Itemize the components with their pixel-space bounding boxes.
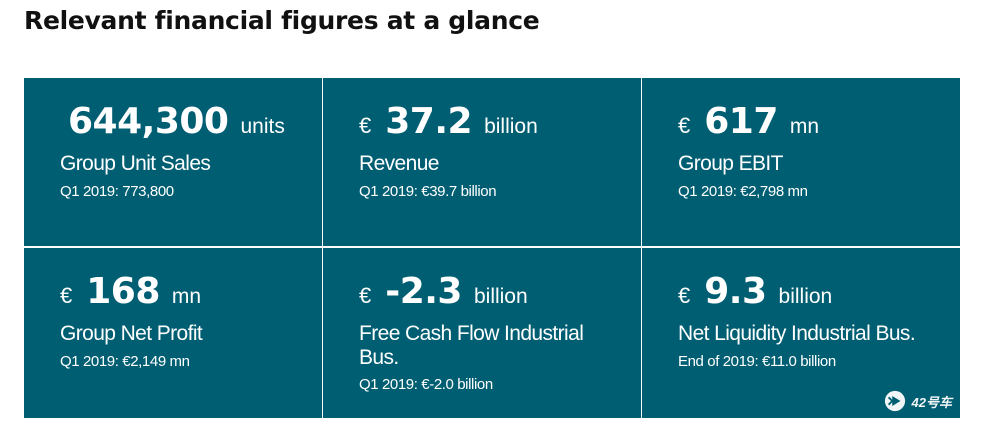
- metric-label: Group Net Profit: [60, 322, 203, 345]
- tile-revenue: €37.2 billion Revenue Q1 2019: €39.7 bill…: [323, 78, 641, 246]
- tile-group-ebit: €617 mn Group EBIT Q1 2019: €2,798 mn: [642, 78, 960, 246]
- metric: €617 mn: [678, 104, 819, 140]
- metric-unit: billion: [484, 115, 538, 138]
- watermark: 42号车: [884, 390, 952, 412]
- metric-comparison: Q1 2019: €-2.0 billion: [359, 376, 493, 393]
- metric: €168 mn: [60, 274, 201, 310]
- metric-comparison: Q1 2019: €2,798 mn: [678, 183, 808, 200]
- metric-unit: mn: [171, 285, 202, 308]
- metric-label: Net Liquidity Industrial Bus.: [678, 322, 916, 345]
- metric-value: 617: [704, 101, 778, 142]
- currency-symbol: €: [359, 283, 372, 308]
- metric-value: -2.3: [385, 271, 462, 312]
- metric-comparison: Q1 2019: €2,149 mn: [60, 353, 190, 370]
- watermark-text: 42号车: [911, 394, 952, 410]
- metric: 644,300 units: [68, 104, 285, 140]
- metric: €37.2 billion: [359, 104, 538, 140]
- metric-unit: units: [240, 115, 285, 138]
- metric-value: 644,300: [68, 101, 229, 142]
- metric-label: Revenue: [359, 152, 439, 175]
- metric-value: 9.3: [704, 271, 767, 312]
- metric-comparison: Q1 2019: 773,800: [60, 183, 174, 200]
- metric: €9.3 billion: [678, 274, 832, 310]
- currency-symbol: €: [678, 113, 691, 138]
- metric-unit: billion: [473, 285, 528, 308]
- play-logo-icon: [884, 390, 905, 412]
- metric-value: 37.2: [385, 101, 473, 142]
- metric-unit: billion: [778, 285, 833, 308]
- metric-unit: mn: [789, 115, 820, 138]
- metric-label: Group EBIT: [678, 152, 783, 175]
- metric: € -2.3 billion: [359, 274, 528, 310]
- metric-comparison: End of 2019: €11.0 billion: [678, 353, 836, 370]
- currency-symbol: €: [359, 113, 372, 138]
- currency-symbol: €: [678, 283, 691, 308]
- metric-value: 168: [86, 271, 160, 312]
- metric-label: Free Cash Flow Industrial Bus.: [359, 322, 584, 369]
- page-title: Relevant financial figures at a glance: [24, 6, 540, 35]
- metric-label: Group Unit Sales: [60, 152, 211, 175]
- currency-symbol: €: [60, 283, 73, 308]
- tile-group-unit-sales: 644,300 units Group Unit Sales Q1 2019: 7…: [24, 78, 322, 246]
- tile-net-liquidity: €9.3 billion Net Liquidity Industrial Bus…: [642, 248, 960, 418]
- tile-free-cash-flow: € -2.3 billion Free Cash Flow Industrial B…: [323, 248, 641, 418]
- metric-comparison: Q1 2019: €39.7 billion: [359, 183, 497, 200]
- tile-group-net-profit: €168 mn Group Net Profit Q1 2019: €2,149 …: [24, 248, 322, 418]
- figures-grid: 644,300 units Group Unit Sales Q1 2019: 7…: [24, 78, 960, 418]
